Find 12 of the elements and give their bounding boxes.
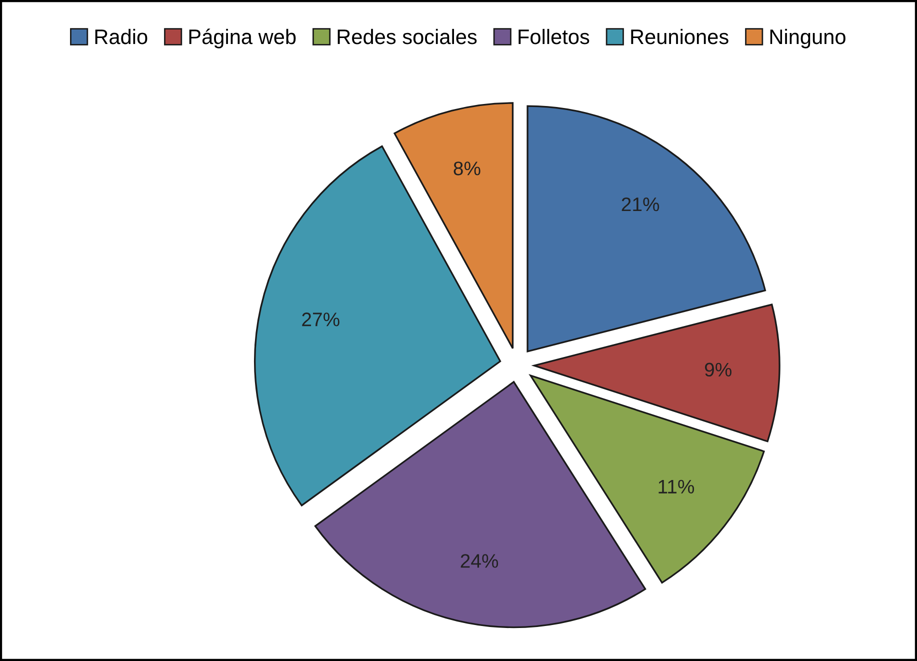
data-label: 21% <box>622 197 660 212</box>
data-label: 9% <box>704 362 732 377</box>
data-label: 24% <box>460 554 498 568</box>
data-label: 8% <box>454 162 480 176</box>
legend-label: Redes sociales <box>338 28 477 44</box>
data-label: 11% <box>658 480 694 494</box>
legend-label: Página web <box>189 28 296 48</box>
legend-label: Folletos <box>518 28 590 44</box>
legend-label: Ninguno <box>770 28 846 48</box>
legend-label: Radio <box>95 28 148 44</box>
legend-label: Reuniones <box>631 28 728 44</box>
data-label: 27% <box>302 312 340 326</box>
